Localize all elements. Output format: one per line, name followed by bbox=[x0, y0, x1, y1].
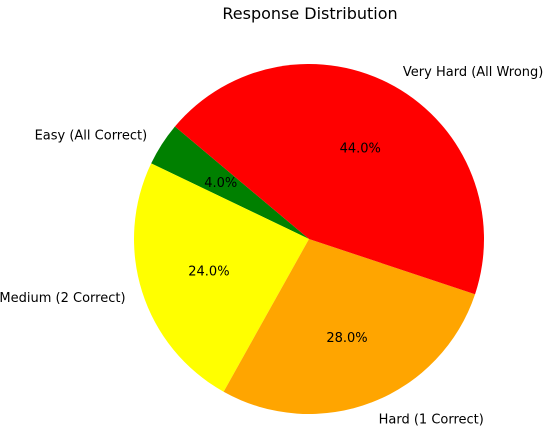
pie-pct-label-0: 4.0% bbox=[204, 176, 237, 191]
pie-slice-0 bbox=[151, 126, 309, 239]
pie-category-label-0: Easy (All Correct) bbox=[35, 129, 148, 144]
pie-slices bbox=[134, 64, 485, 414]
pie-pct-label-2: 28.0% bbox=[326, 331, 367, 346]
pie-category-label-2: Hard (1 Correct) bbox=[379, 412, 484, 427]
pie-slice-1 bbox=[134, 163, 309, 392]
pie-slice-3 bbox=[174, 64, 485, 295]
pie-labels: 4.0% Easy (All Correct) 24.0% Medium (2 Cor… bbox=[0, 65, 543, 428]
pie-category-label-1: Medium (2 Correct) bbox=[0, 291, 126, 306]
chart-title: Response Distribution bbox=[222, 4, 397, 23]
pie-slice-2 bbox=[223, 239, 476, 414]
pie-category-label-3: Very Hard (All Wrong) bbox=[403, 65, 543, 80]
pie-pct-label-3: 44.0% bbox=[340, 141, 381, 156]
pie-pct-label-1: 24.0% bbox=[188, 265, 229, 280]
